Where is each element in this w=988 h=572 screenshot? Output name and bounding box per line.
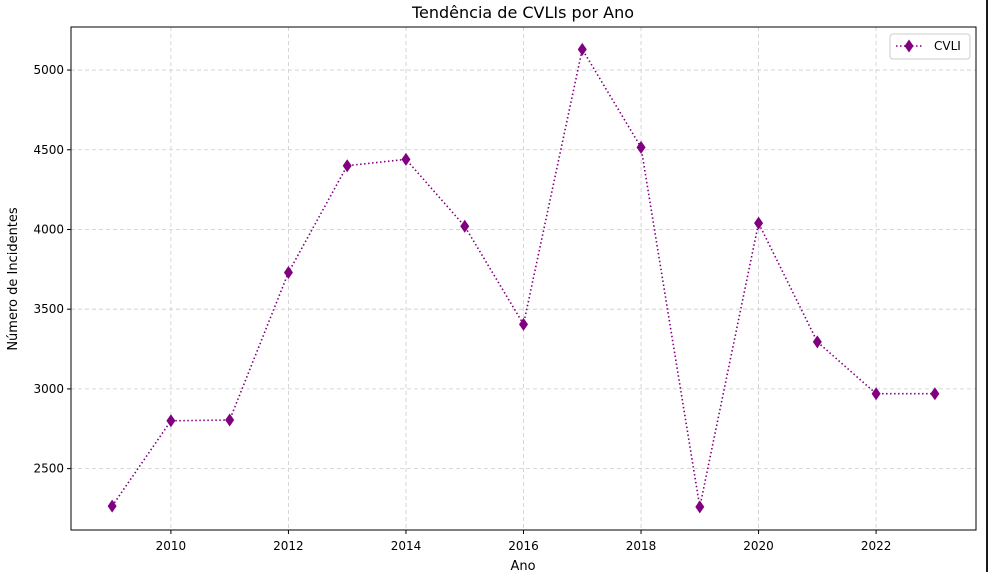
y-axis-label: Número de Incidentes <box>6 207 21 351</box>
data-point-marker <box>107 499 117 513</box>
legend-label: CVLI <box>934 39 961 53</box>
series-line <box>111 47 935 508</box>
chart-title: Tendência de CVLIs por Ano <box>411 3 634 22</box>
series-group <box>107 42 940 514</box>
legend: CVLI <box>889 33 971 60</box>
x-tick-label: 2018 <box>626 539 657 553</box>
y-tick-label: 4000 <box>33 222 64 236</box>
x-tick-label: 2016 <box>508 539 539 553</box>
data-point-marker <box>342 159 352 173</box>
data-point-marker <box>460 219 470 233</box>
y-tick-label: 2500 <box>33 462 64 476</box>
data-point-marker <box>166 414 176 428</box>
data-point-marker <box>695 500 705 514</box>
y-tick-label: 5000 <box>33 63 64 77</box>
data-point-marker <box>871 387 881 401</box>
x-axis-label: Ano <box>510 559 535 572</box>
data-point-marker <box>812 335 822 349</box>
x-axis-ticks: 2010 2012 2014 2016 2018 2020 2022 <box>156 530 892 553</box>
grid-lines <box>71 27 976 530</box>
window-edge <box>986 0 988 572</box>
y-tick-label: 3500 <box>33 302 64 316</box>
data-point-marker <box>930 387 940 401</box>
data-point-marker <box>754 216 764 230</box>
x-tick-label: 2012 <box>273 539 304 553</box>
legend-box <box>889 33 971 60</box>
y-axis-ticks: 2500 3000 3500 4000 4500 5000 <box>33 63 71 476</box>
data-point-marker <box>519 317 528 331</box>
data-point-marker <box>283 266 293 280</box>
legend-marker-diamond <box>904 39 914 53</box>
x-tick-label: 2020 <box>743 539 774 553</box>
data-point-marker <box>577 42 587 56</box>
data-point-marker <box>401 152 411 166</box>
x-tick-label: 2014 <box>391 539 422 553</box>
x-tick-label: 2010 <box>156 539 187 553</box>
data-point-marker <box>225 413 235 427</box>
data-point-marker <box>636 140 646 154</box>
x-tick-label: 2022 <box>861 539 892 553</box>
y-tick-label: 3000 <box>33 382 64 396</box>
y-tick-label: 4500 <box>33 143 64 157</box>
